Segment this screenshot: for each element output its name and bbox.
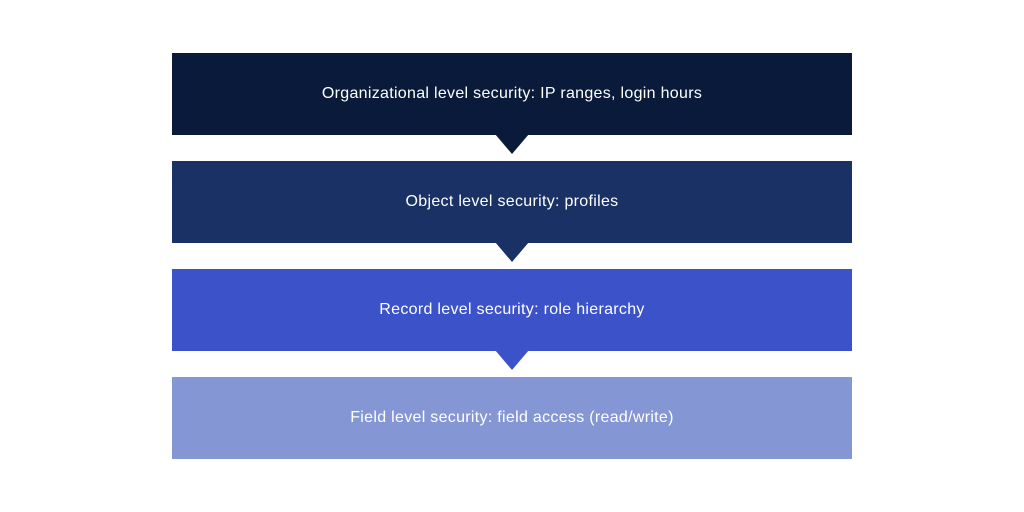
flow-box-label: Organizational level security: IP ranges… — [322, 85, 702, 103]
flow-box-label: Object level security: profiles — [406, 193, 619, 211]
flow-box-label: Field level security: field access (read… — [350, 409, 674, 427]
chevron-down-icon — [495, 350, 529, 370]
arrow-connector — [172, 135, 852, 161]
chevron-down-icon — [495, 134, 529, 154]
security-levels-flow: Organizational level security: IP ranges… — [172, 53, 852, 459]
flow-box-object: Object level security: profiles — [172, 161, 852, 243]
arrow-connector — [172, 351, 852, 377]
flow-box-label: Record level security: role hierarchy — [379, 301, 644, 319]
flow-box-record: Record level security: role hierarchy — [172, 269, 852, 351]
flow-box-field: Field level security: field access (read… — [172, 377, 852, 459]
flow-box-organizational: Organizational level security: IP ranges… — [172, 53, 852, 135]
chevron-down-icon — [495, 242, 529, 262]
arrow-connector — [172, 243, 852, 269]
